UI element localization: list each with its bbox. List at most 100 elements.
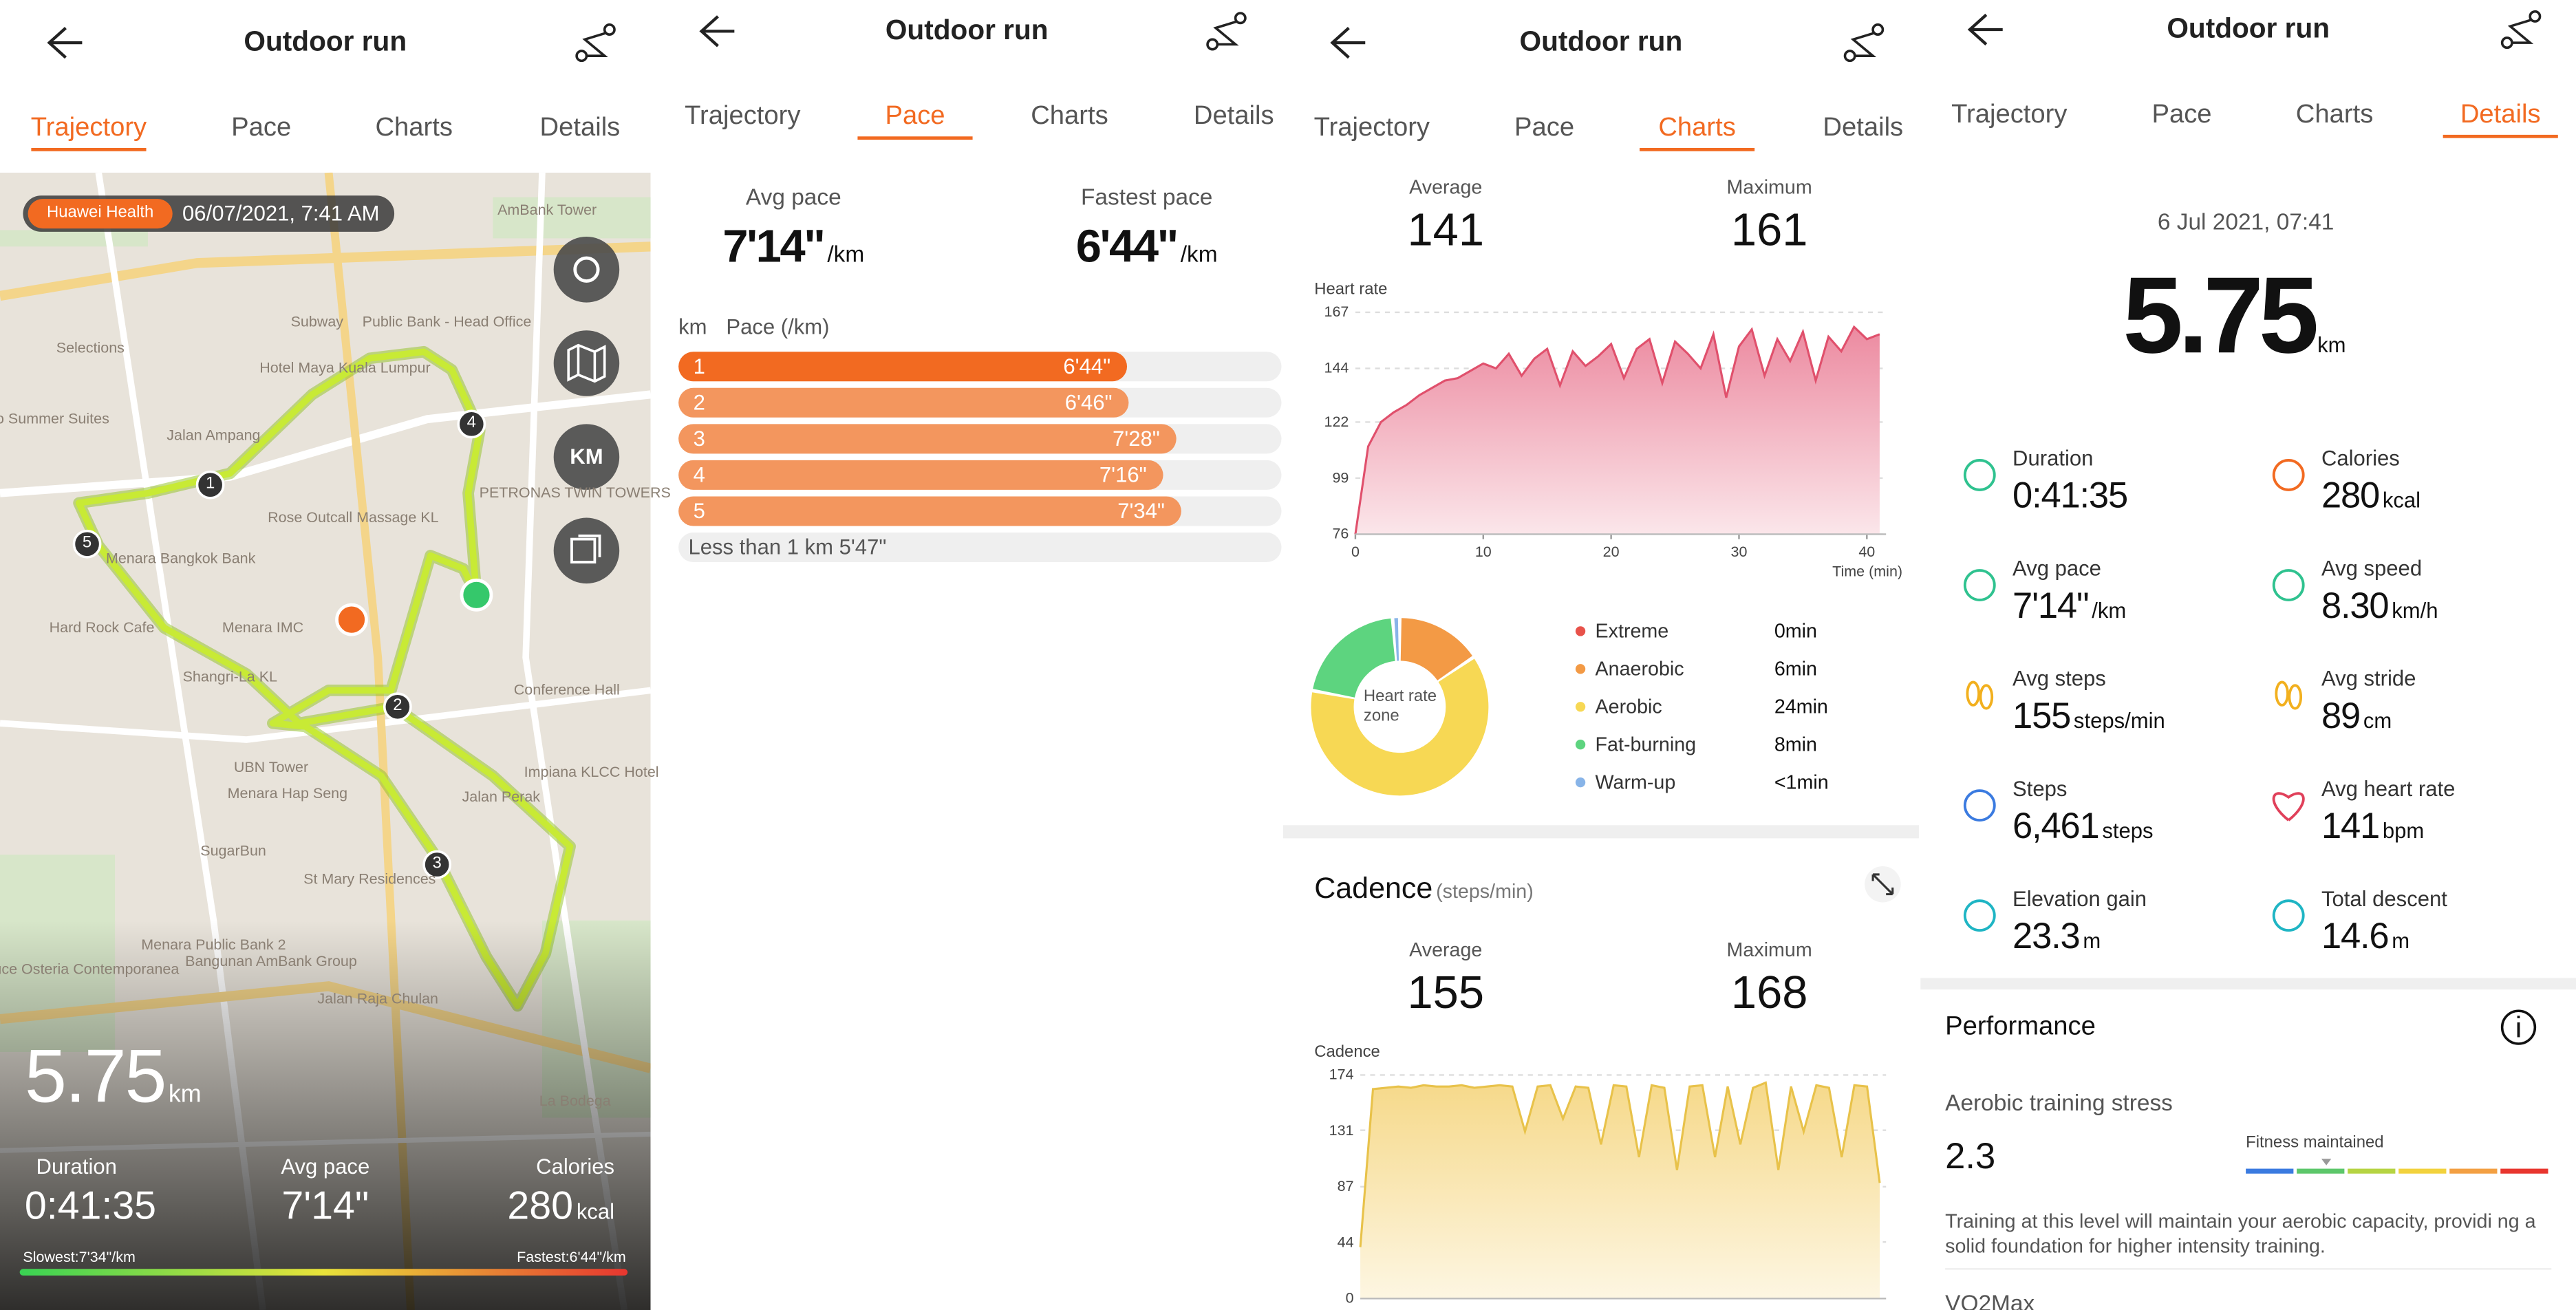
area-fill: [1355, 327, 1880, 535]
tab-underline: [2443, 134, 2558, 138]
metric-value: 141 bpm: [2321, 805, 2424, 848]
park: [493, 197, 651, 239]
tab[interactable]: Trajectory: [685, 103, 801, 131]
icon-part: [2288, 684, 2303, 710]
x-tick-label: 10: [1474, 543, 1492, 560]
icon-part: [1963, 459, 1996, 491]
tab[interactable]: Details: [539, 114, 621, 142]
y-tick-label: 144: [1324, 359, 1349, 376]
x-tick-label: 0: [1351, 543, 1360, 560]
y-tick-label: 131: [1329, 1121, 1354, 1138]
pace-label: 6'46": [1064, 389, 1113, 415]
chart-label: Heart rate: [1314, 281, 1388, 299]
scale-segment: [2398, 1168, 2447, 1174]
tab[interactable]: Pace: [885, 103, 945, 131]
tab[interactable]: Pace: [2151, 100, 2212, 129]
stat-label: Avg pace: [281, 1154, 370, 1179]
metric-value: 280 kcal: [2321, 475, 2421, 518]
pace-gradient: [19, 1269, 628, 1276]
icon-part: [1963, 789, 1996, 822]
metric-icon: [1963, 899, 1996, 932]
legend-value: 0min: [1774, 619, 1817, 643]
metric-icon: [2272, 459, 2305, 491]
page-title: Outdoor run: [244, 25, 407, 58]
map-control[interactable]: [553, 424, 620, 490]
legend-value: 8min: [1774, 733, 1817, 756]
route-button[interactable]: [1843, 23, 1885, 63]
stat-label: Maximum: [1726, 175, 1812, 199]
map-label: Menara Public Bank 2: [141, 936, 286, 953]
stat-value: 0:41:35: [25, 1185, 156, 1232]
map-label: Selections: [56, 339, 125, 356]
route-button[interactable]: [575, 23, 616, 63]
map-label: Menara IMC: [222, 619, 304, 636]
back-button[interactable]: [47, 27, 83, 59]
stat-label: Average: [1409, 175, 1483, 199]
scale-segment: [2246, 1168, 2294, 1174]
tab[interactable]: Trajectory: [1951, 100, 2068, 129]
start-marker: [460, 578, 493, 612]
icon-part: [1206, 38, 1219, 51]
route-button[interactable]: [2500, 10, 2542, 50]
metric-value: 6,461 steps: [2012, 805, 2153, 848]
scale-pointer: [2321, 1159, 2332, 1166]
metric-value: 89 cm: [2321, 695, 2392, 738]
back-button[interactable]: [699, 15, 735, 47]
metric-label: Duration: [2012, 445, 2094, 471]
icon-part: [2272, 792, 2305, 822]
tab[interactable]: Trajectory: [1313, 114, 1430, 142]
value: m: [2083, 928, 2101, 954]
km-marker: [195, 470, 225, 500]
slowest-label: Slowest:7'34"/km: [23, 1248, 136, 1265]
tab[interactable]: Charts: [1658, 114, 1736, 142]
tab[interactable]: Details: [1823, 114, 1904, 142]
map-control[interactable]: [553, 237, 620, 303]
tab[interactable]: Details: [1193, 103, 1274, 131]
stat-label: Maximum: [1726, 938, 1812, 962]
legend-dot: [1575, 740, 1586, 750]
map-label: La Bodega: [539, 1092, 611, 1109]
info-button[interactable]: [2500, 1009, 2537, 1045]
page-title: Outdoor run: [1519, 25, 1683, 58]
legend-label: Aerobic: [1595, 695, 1662, 718]
map-label: Jalan Ampang: [167, 427, 261, 444]
map-label: Hotel Maya Kuala Lumpur: [259, 359, 431, 376]
road: [0, 390, 651, 497]
metric-value: 0:41:35: [2012, 474, 2128, 518]
stat-value: 161: [1730, 204, 1808, 255]
legend-dot: [1575, 664, 1586, 674]
map-label: Subway: [290, 313, 344, 330]
value: 0:41:35: [2012, 474, 2128, 516]
pace-label: 7'34": [1117, 498, 1165, 524]
x-tick-label: 30: [1730, 543, 1748, 560]
tab[interactable]: Details: [2460, 100, 2541, 129]
tab[interactable]: Pace: [231, 114, 292, 142]
km-marker: [422, 850, 452, 879]
value: /km: [1180, 240, 1218, 267]
value: 280: [507, 1184, 574, 1230]
metric-label: Calories: [2321, 445, 2400, 471]
unit-button[interactable]: KM: [570, 444, 603, 469]
value: km: [168, 1080, 202, 1109]
value: (steps/min): [1436, 879, 1534, 903]
list-item[interactable]: VO2Max: [1945, 1289, 2035, 1310]
value: 0:41:35: [24, 1184, 157, 1230]
back-button[interactable]: [1967, 13, 2003, 46]
map-control[interactable]: [553, 330, 620, 396]
map-label: Menara Hap Seng: [227, 784, 348, 802]
icon-part: [2272, 569, 2305, 601]
tab[interactable]: Charts: [375, 114, 453, 142]
km-marker: [72, 529, 102, 559]
back-button[interactable]: [1330, 27, 1366, 59]
tab[interactable]: Pace: [1514, 114, 1575, 142]
icon-part: [1213, 20, 1239, 46]
route-button[interactable]: [1206, 12, 1247, 51]
tab[interactable]: Trajectory: [30, 114, 147, 142]
legend-label: Fat-burning: [1595, 733, 1697, 756]
map-control[interactable]: [553, 517, 620, 584]
icon-part: [1963, 569, 1996, 601]
icon-part: [1966, 680, 1981, 707]
tab[interactable]: Charts: [1031, 103, 1108, 131]
tab[interactable]: Charts: [2295, 100, 2374, 129]
